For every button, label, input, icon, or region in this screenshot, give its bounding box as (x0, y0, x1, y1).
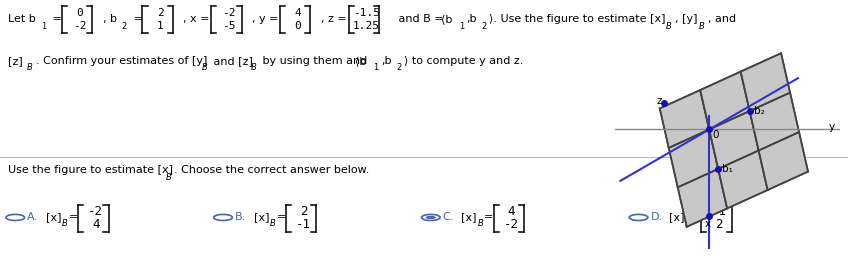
Polygon shape (709, 111, 759, 169)
Text: 1: 1 (41, 22, 46, 31)
Text: -2: -2 (504, 219, 519, 231)
Text: B: B (477, 219, 483, 228)
Text: B: B (27, 63, 33, 72)
Text: [x]: [x] (254, 212, 269, 222)
Text: =: = (484, 212, 494, 222)
Text: 2: 2 (716, 219, 722, 231)
Circle shape (426, 216, 436, 219)
Text: b₁: b₁ (722, 164, 733, 174)
Text: -2: -2 (222, 8, 236, 18)
Text: -1.5: -1.5 (353, 8, 380, 18)
Text: ⟩. Use the figure to estimate [x]: ⟩. Use the figure to estimate [x] (489, 14, 666, 24)
Text: 1: 1 (157, 21, 164, 31)
Polygon shape (750, 93, 799, 150)
Text: 4: 4 (92, 219, 99, 231)
Text: 0: 0 (294, 21, 301, 31)
Text: -5: -5 (222, 21, 236, 31)
Text: B: B (251, 63, 257, 72)
Text: ⟨b: ⟨b (441, 14, 452, 24)
Text: , [y]: , [y] (675, 14, 698, 24)
Text: B: B (202, 63, 208, 72)
Text: B: B (699, 22, 705, 31)
Text: 2: 2 (121, 22, 126, 31)
Text: and [z]: and [z] (210, 56, 254, 66)
Text: =: = (276, 212, 286, 222)
Text: ,b: ,b (381, 56, 391, 66)
Text: =: = (692, 212, 701, 222)
Text: and B =: and B = (395, 14, 447, 24)
Text: B: B (270, 219, 276, 228)
Text: B: B (166, 173, 172, 182)
Text: -1: -1 (711, 205, 727, 218)
Text: 2: 2 (482, 22, 487, 31)
Text: -1: -1 (296, 219, 311, 231)
Text: B: B (62, 219, 68, 228)
Polygon shape (740, 53, 790, 111)
Text: , z =: , z = (321, 14, 346, 24)
Text: B.: B. (235, 212, 246, 222)
Text: y: y (828, 122, 834, 132)
Text: b₂: b₂ (754, 106, 764, 116)
Text: 2: 2 (300, 205, 307, 218)
Text: Use the figure to estimate [x]: Use the figure to estimate [x] (8, 165, 174, 175)
Text: 2: 2 (396, 63, 401, 72)
Text: [x]: [x] (46, 212, 61, 222)
Text: [x]: [x] (461, 212, 477, 222)
Text: =: = (69, 212, 78, 222)
Text: C.: C. (443, 212, 454, 222)
Text: 0: 0 (76, 8, 83, 18)
Text: 1: 1 (459, 22, 464, 31)
Text: 4: 4 (508, 205, 515, 218)
Text: [x]: [x] (669, 212, 684, 222)
Text: , x =: , x = (183, 14, 209, 24)
Polygon shape (700, 71, 750, 129)
Text: x: x (705, 219, 711, 229)
Text: by using them and: by using them and (259, 56, 371, 66)
Polygon shape (759, 132, 808, 190)
Text: 1.25: 1.25 (353, 21, 380, 31)
Text: A.: A. (27, 212, 38, 222)
Text: -2: -2 (73, 21, 86, 31)
Text: 1: 1 (373, 63, 378, 72)
Text: D.: D. (650, 212, 662, 222)
Text: =: = (49, 14, 62, 24)
Text: . Choose the correct answer below.: . Choose the correct answer below. (174, 165, 369, 175)
Text: 4: 4 (294, 8, 301, 18)
Polygon shape (660, 90, 709, 148)
Text: [z]: [z] (8, 56, 23, 66)
Text: B: B (685, 219, 691, 228)
Text: ⟨b: ⟨b (355, 56, 366, 66)
Text: 2: 2 (157, 8, 164, 18)
Text: B: B (666, 22, 672, 31)
Polygon shape (678, 169, 727, 227)
Text: ,b: ,b (466, 14, 477, 24)
Text: . Confirm your estimates of [y]: . Confirm your estimates of [y] (36, 56, 207, 66)
Text: 0: 0 (712, 130, 719, 140)
Text: , and: , and (708, 14, 736, 24)
Text: ⟩ to compute y and z.: ⟩ to compute y and z. (404, 56, 523, 66)
Text: -2: -2 (88, 205, 103, 218)
Polygon shape (718, 150, 767, 208)
Text: z: z (656, 96, 662, 106)
Text: , b: , b (103, 14, 117, 24)
Text: , y =: , y = (252, 14, 278, 24)
Text: =: = (130, 14, 142, 24)
Text: Let b: Let b (8, 14, 36, 24)
Polygon shape (669, 129, 718, 187)
